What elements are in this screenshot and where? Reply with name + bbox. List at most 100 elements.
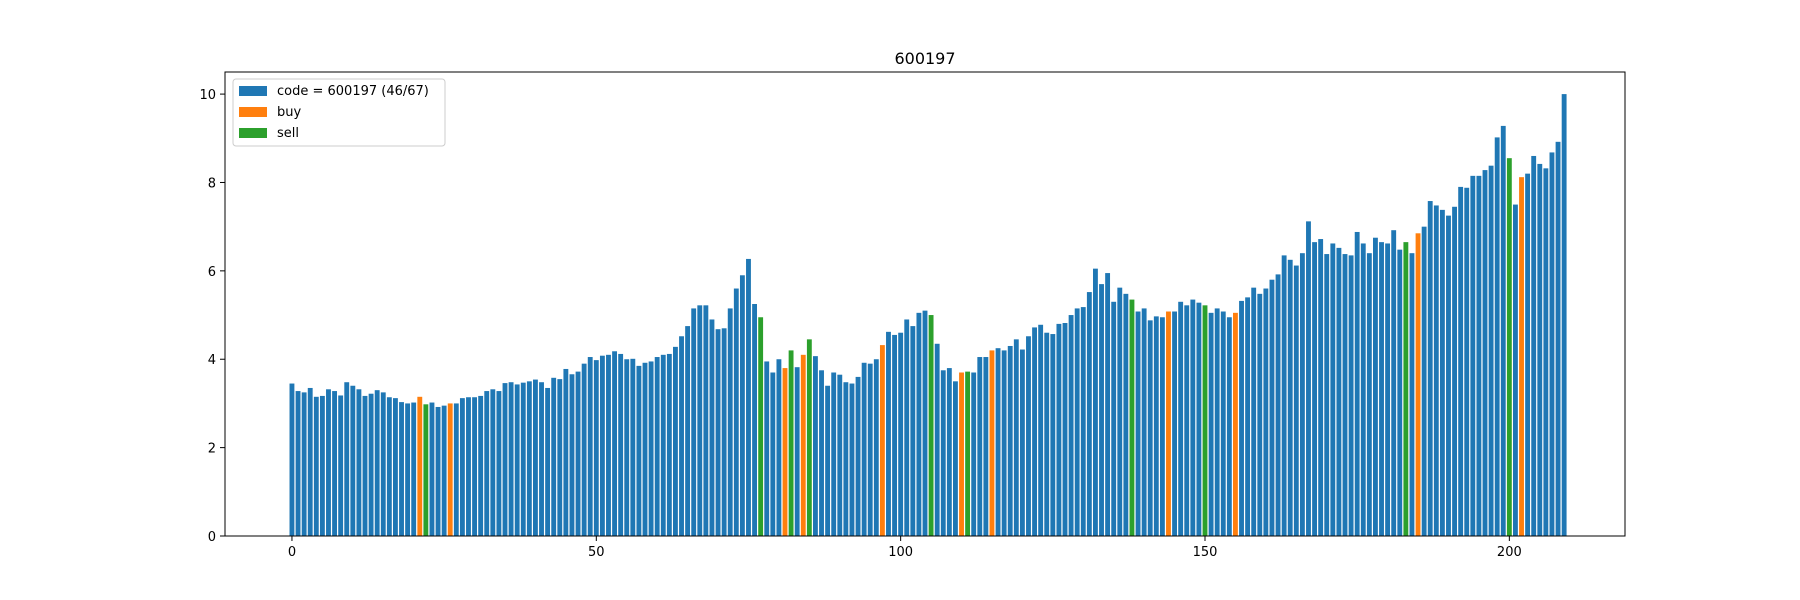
bar-price-36 [508, 382, 514, 536]
bar-price-182 [1397, 249, 1403, 536]
bar-price-176 [1360, 243, 1366, 536]
bar-price-137 [1123, 293, 1129, 536]
bar-price-109 [953, 381, 958, 536]
bar-price-166 [1299, 253, 1305, 536]
bar-price-8 [338, 395, 344, 536]
bar-price-161 [1269, 279, 1275, 536]
bar-price-123 [1038, 324, 1044, 536]
bar-price-170 [1324, 254, 1330, 536]
bar-price-60 [654, 357, 660, 536]
bars-layer [289, 94, 1567, 537]
bar-price-107 [940, 370, 946, 536]
bar-sell-183 [1403, 242, 1409, 536]
bar-price-48 [581, 363, 587, 536]
bar-price-4 [313, 396, 319, 536]
bar-price-126 [1056, 323, 1062, 536]
bar-price-12 [362, 395, 368, 536]
bar-price-157 [1245, 297, 1251, 536]
bar-price-66 [691, 308, 697, 536]
bar-buy-110 [959, 372, 964, 536]
bar-price-59 [648, 361, 654, 536]
bar-price-121 [1026, 336, 1031, 536]
bar-price-93 [855, 376, 861, 536]
bar-price-173 [1342, 254, 1348, 536]
bar-price-116 [995, 348, 1001, 536]
bar-price-188 [1433, 205, 1439, 536]
bar-price-1 [295, 391, 301, 536]
bar-price-135 [1111, 301, 1117, 536]
bar-price-16 [386, 397, 392, 536]
bar-buy-144 [1166, 311, 1171, 536]
chart-title: 600197 [894, 49, 955, 68]
bar-price-75 [746, 258, 751, 536]
bar-price-119 [1013, 339, 1019, 536]
bar-price-100 [898, 332, 904, 536]
bar-price-18 [399, 402, 404, 536]
y-tick-label: 8 [208, 176, 216, 191]
y-tick-label: 10 [199, 88, 216, 103]
bar-price-175 [1354, 231, 1360, 536]
bar-price-87 [819, 370, 824, 536]
bar-price-20 [411, 402, 417, 536]
bar-price-177 [1366, 253, 1372, 536]
bar-price-193 [1464, 187, 1470, 536]
bar-price-38 [520, 382, 526, 536]
bar-price-73 [733, 288, 739, 536]
bar-price-91 [843, 382, 849, 536]
x-tick-label: 200 [1497, 545, 1522, 560]
bar-price-5 [319, 395, 325, 536]
bar-buy-26 [447, 403, 453, 536]
bar-price-78 [764, 361, 770, 536]
bar-price-41 [539, 382, 544, 536]
bar-price-205 [1537, 163, 1543, 537]
bar-price-181 [1391, 230, 1397, 536]
bar-sell-85 [806, 339, 812, 536]
bar-price-125 [1050, 334, 1056, 536]
bar-sell-111 [965, 371, 971, 536]
bar-price-196 [1482, 170, 1488, 536]
y-tick-label: 4 [208, 353, 216, 368]
bar-price-206 [1543, 168, 1549, 536]
bar-price-141 [1147, 320, 1153, 536]
bar-price-168 [1312, 242, 1317, 536]
bar-price-197 [1488, 165, 1494, 536]
bar-price-104 [922, 310, 928, 536]
bar-price-163 [1281, 255, 1287, 536]
bar-price-33 [490, 389, 496, 536]
bar-price-51 [599, 355, 605, 536]
bar-price-204 [1531, 155, 1537, 536]
bar-price-158 [1251, 287, 1257, 536]
bar-sell-22 [423, 404, 429, 536]
bar-price-140 [1141, 308, 1147, 536]
bar-price-55 [624, 359, 630, 536]
x-axis: 0 50 100 150 200 [288, 536, 1522, 560]
legend-label-price: code = 600197 (46/67) [277, 84, 429, 99]
y-tick-label: 0 [208, 530, 216, 545]
bar-price-162 [1275, 274, 1281, 536]
x-tick-label: 100 [888, 545, 913, 560]
bar-price-154 [1226, 317, 1232, 536]
bar-price-194 [1470, 175, 1476, 536]
bar-price-207 [1549, 152, 1555, 536]
bar-sell-138 [1129, 299, 1135, 536]
bar-price-120 [1019, 349, 1025, 536]
bar-price-79 [770, 372, 776, 536]
bar-price-99 [892, 334, 897, 536]
bar-price-208 [1555, 141, 1561, 536]
bar-price-122 [1032, 327, 1037, 536]
bar-price-92 [849, 383, 855, 536]
bar-price-114 [983, 357, 989, 536]
bar-price-113 [977, 357, 983, 536]
bar-price-124 [1044, 332, 1050, 536]
bar-price-80 [776, 359, 782, 536]
bar-price-112 [971, 372, 977, 536]
bar-price-147 [1184, 305, 1190, 536]
x-tick-label: 150 [1193, 545, 1218, 560]
bar-price-201 [1513, 204, 1518, 536]
bar-buy-115 [989, 350, 995, 536]
bar-price-25 [441, 405, 447, 536]
bar-price-44 [557, 379, 563, 536]
legend-label-sell: sell [277, 126, 299, 141]
bar-price-15 [380, 392, 386, 536]
